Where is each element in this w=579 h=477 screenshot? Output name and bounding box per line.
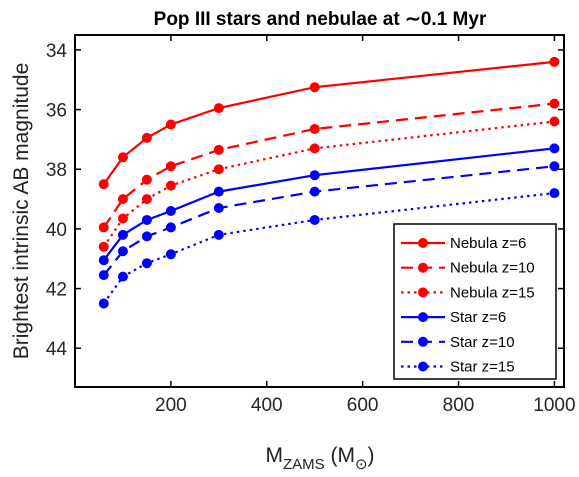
legend-marker: [418, 262, 428, 273]
data-point: [141, 214, 152, 225]
data-point: [141, 174, 152, 185]
data-point: [213, 229, 224, 240]
data-point: [165, 222, 176, 233]
data-point: [141, 194, 152, 205]
data-point: [213, 203, 224, 214]
legend-item: Star z=6: [401, 309, 506, 326]
legend-marker: [418, 238, 428, 248]
data-point: [549, 188, 560, 199]
data-point: [309, 214, 320, 225]
y-tick-label: 38: [46, 160, 67, 181]
x-tick-label: 400: [251, 395, 283, 416]
legend-label: Star z=15: [450, 359, 515, 376]
data-point: [549, 116, 560, 127]
data-point: [98, 241, 109, 252]
legend-marker: [418, 361, 428, 372]
data-point: [117, 213, 128, 224]
legend: Nebula z=6 Nebula z=10 Nebula z=15 Star z=6…: [393, 223, 557, 380]
data-point: [117, 271, 128, 282]
data-point: [309, 123, 320, 134]
legend-item: Star z=10: [401, 334, 515, 351]
axis-ticks: 200 400 600 800 1000 34 36 38 40 42 44: [46, 35, 576, 416]
series-4: [98, 161, 560, 281]
y-tick-label: 34: [46, 41, 68, 62]
data-point: [117, 246, 128, 257]
legend-marker: [418, 312, 428, 323]
legend-label: Nebula z=6: [450, 235, 526, 252]
data-point: [165, 161, 176, 172]
data-point: [98, 270, 109, 281]
data-point: [549, 98, 560, 109]
series-1: [98, 98, 560, 233]
legend-marker: [418, 336, 428, 347]
y-tick-label: 42: [46, 280, 67, 301]
data-point: [117, 194, 128, 205]
y-tick-label: 44: [46, 339, 68, 360]
data-point: [549, 161, 560, 172]
data-point: [549, 143, 560, 154]
data-point: [309, 143, 320, 154]
legend-item: Nebula z=6: [401, 235, 526, 252]
data-point: [98, 222, 109, 233]
series-2: [98, 116, 560, 252]
data-point: [98, 255, 109, 266]
legend-item: Nebula z=15: [401, 284, 535, 301]
data-point: [98, 298, 109, 309]
data-point: [165, 119, 176, 130]
data-point: [309, 186, 320, 197]
legend-box: [393, 223, 557, 380]
x-tick-label: 1000: [533, 395, 575, 416]
data-point: [165, 249, 176, 260]
legend-label: Nebula z=10: [450, 260, 535, 277]
series-3: [98, 143, 560, 266]
data-point: [165, 180, 176, 191]
series-0: [98, 56, 560, 190]
x-tick-label: 800: [443, 395, 475, 416]
legend-item: Star z=15: [401, 359, 515, 376]
plot-frame: [74, 34, 565, 388]
data-point: [117, 152, 128, 163]
data-point: [309, 82, 320, 93]
data-point: [117, 229, 128, 240]
data-point: [549, 56, 560, 67]
legend-label: Star z=6: [450, 309, 506, 326]
legend-item: Nebula z=10: [401, 260, 535, 277]
data-point: [213, 164, 224, 175]
legend-label: Nebula z=15: [450, 284, 535, 301]
x-axis-label: MZAMS (M⊙): [265, 444, 374, 473]
chart-title: Pop III stars and nebulae at ∼0.1 Myr: [154, 9, 487, 30]
y-axis-label: Brightest intrinsic AB magnitude: [10, 63, 33, 359]
x-tick-label: 600: [347, 395, 379, 416]
series-5: [98, 188, 560, 309]
x-tick-label: 200: [155, 395, 187, 416]
data-point: [213, 103, 224, 114]
legend-marker: [418, 287, 428, 298]
data-point: [213, 144, 224, 155]
data-point: [141, 231, 152, 242]
data-point: [98, 179, 109, 190]
series-layer: [98, 56, 560, 309]
data-point: [165, 206, 176, 216]
data-point: [213, 186, 224, 197]
y-tick-label: 36: [46, 101, 67, 122]
data-point: [141, 132, 152, 143]
data-point: [309, 170, 320, 181]
y-tick-label: 40: [46, 220, 67, 241]
legend-label: Star z=10: [450, 334, 515, 351]
data-point: [141, 258, 152, 269]
